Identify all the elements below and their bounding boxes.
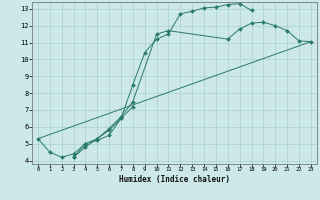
X-axis label: Humidex (Indice chaleur): Humidex (Indice chaleur) [119,175,230,184]
